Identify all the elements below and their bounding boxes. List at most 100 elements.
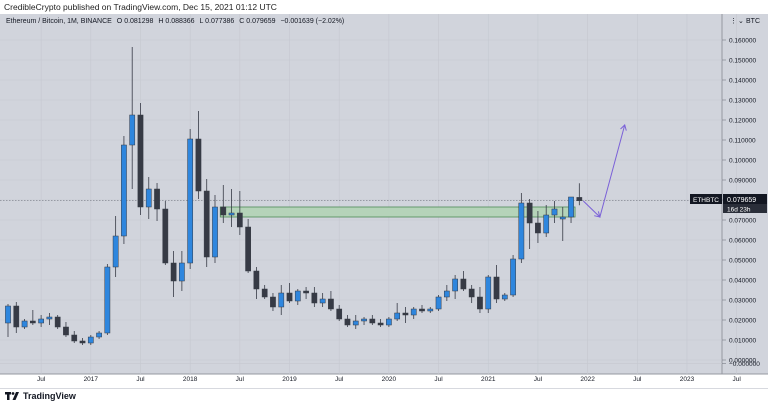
candle-bear (402, 312, 409, 316)
time-tick-label: 2020 (382, 376, 397, 383)
menu-dots-icon[interactable]: ⋮ (730, 18, 737, 25)
currency-label: BTC (746, 18, 760, 25)
price-tick-label: 0.030000 (729, 298, 756, 305)
time-tick-label: Jul (136, 376, 145, 383)
candle-bull (452, 278, 458, 292)
candle-bull (5, 305, 11, 324)
candle-bear (460, 278, 467, 290)
candle-bear (270, 296, 276, 308)
time-tick-label: Jul (534, 376, 543, 383)
legend-c-label: C (239, 18, 244, 25)
candle-bull (278, 292, 285, 308)
currency-menu[interactable]: ⋮ ⌄ BTC (730, 18, 760, 25)
candle-bear (162, 208, 169, 264)
candle-bull (228, 212, 235, 216)
ticker-tag: ETHBTC (693, 197, 719, 204)
price-tick-label: −0.000000 (729, 361, 760, 368)
candle-bear (526, 202, 533, 224)
candle-bear (369, 318, 376, 324)
price-tick-label: 0.000000 (729, 358, 756, 365)
price-tick-label: 0.120000 (729, 118, 756, 125)
candle-bull (485, 276, 492, 310)
candle-bull (386, 318, 392, 326)
candle-bear (170, 262, 177, 282)
time-tick-label: 2023 (680, 376, 695, 383)
svg-text:Ethereum / Bitcoin, 1M, BINANC: Ethereum / Bitcoin, 1M, BINANCE O 0.0812… (6, 18, 344, 25)
legend-o-label: O (117, 18, 123, 25)
price-tick-label: 0.060000 (729, 238, 756, 245)
candle-bear (195, 138, 202, 192)
chevron-down-icon[interactable]: ⌄ (738, 18, 744, 25)
candle-bull (559, 216, 566, 220)
price-chart[interactable]: 0.160000 0.150000 0.140000 0.130000 0.120000… (0, 14, 768, 388)
chart-area[interactable]: 0.160000 0.150000 0.140000 0.130000 0.120000… (0, 14, 768, 388)
support-resistance-zone (219, 206, 576, 218)
candle-bear (54, 316, 61, 328)
time-tick-label: Jul (732, 376, 741, 383)
candle-bull (410, 308, 417, 316)
tradingview-logo[interactable]: TradingView (5, 391, 76, 401)
price-axis: 0.160000 0.150000 0.140000 0.130000 0.120000… (722, 38, 760, 368)
price-tick-label: 0.160000 (729, 38, 756, 45)
time-tick-label: 2019 (282, 376, 297, 383)
candle-bull (104, 266, 111, 334)
candle-bull (435, 296, 442, 310)
time-tick-label: 2022 (580, 376, 595, 383)
time-tick-label: Jul (335, 376, 344, 383)
candle-bear (253, 270, 260, 290)
price-tick-label: 0.050000 (729, 258, 756, 265)
resistance-zone (219, 206, 576, 218)
candle-bear (576, 197, 583, 201)
candle-bear (29, 320, 36, 324)
publish-header: CredibleCrypto published on TradingView.… (0, 0, 768, 14)
candle-bull (501, 294, 508, 300)
price-tick-label: 0.040000 (729, 278, 756, 285)
price-tick-label: 0.070000 (729, 218, 756, 225)
candles (5, 47, 583, 345)
countdown-tag-box (723, 204, 767, 213)
candle-bull (443, 290, 450, 298)
ohlc-legend: Ethereum / Bitcoin, 1M, BINANCE O 0.0812… (6, 18, 344, 25)
candle-bear (468, 288, 475, 298)
candle-bull (361, 318, 367, 322)
candle-bear (303, 290, 309, 294)
candle-bear (220, 206, 227, 216)
candle-bull (319, 298, 326, 304)
time-tick-label: 2018 (183, 376, 198, 383)
candle-bull (543, 214, 550, 234)
brand-name: TradingView (23, 391, 76, 401)
candle-bull (46, 316, 53, 320)
candle-bull (518, 202, 525, 260)
candle-bull (179, 262, 185, 282)
candle-bull (551, 208, 558, 216)
candle-bull (38, 318, 44, 324)
price-tick-label: 0.010000 (729, 338, 756, 345)
price-tick-label: 0.110000 (729, 138, 756, 145)
legend-c-value: 0.079659 (246, 18, 275, 25)
candle-bear (13, 305, 20, 328)
candle-bear (328, 298, 334, 310)
time-axis: Jul 2017 Jul 2018 Jul 2019 Jul 2020 Jul 2021 Jul 20… (37, 376, 741, 383)
grid (0, 14, 737, 374)
price-tag: 0.079659 (727, 197, 756, 204)
time-tick-label: Jul (434, 376, 443, 383)
candle-bull (145, 188, 152, 208)
legend-symbol: Ethereum / Bitcoin, 1M, BINANCE (6, 18, 112, 25)
candle-bull (394, 312, 401, 320)
candle-bull (510, 258, 516, 296)
candle-bull (121, 144, 127, 237)
candle-bull (96, 332, 102, 338)
candle-bear (236, 212, 243, 228)
candle-bear (154, 188, 160, 210)
time-tick-label: 2021 (481, 376, 496, 383)
time-tick-label: 2017 (84, 376, 99, 383)
candle-bull (427, 308, 434, 312)
publish-info: CredibleCrypto published on TradingView.… (4, 2, 277, 12)
legend-h-value: 0.088366 (165, 18, 194, 25)
candle-bear (344, 318, 351, 326)
candle-bear (79, 340, 86, 344)
candle-bull (129, 114, 136, 146)
price-tags: ETHBTC 0.079659 16d 23h (690, 194, 767, 214)
candle-bear (477, 296, 483, 310)
